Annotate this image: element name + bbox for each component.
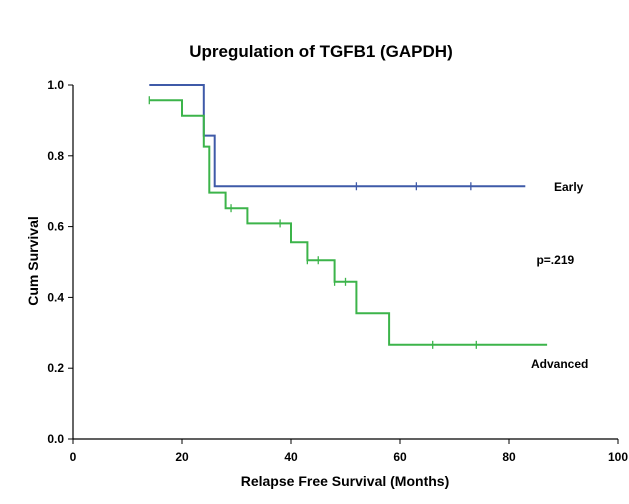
y-tick-label: 0.8	[47, 149, 64, 163]
y-axis-label: Cum Survival	[25, 216, 41, 305]
x-tick-label: 60	[393, 450, 407, 464]
series-label-advanced: Advanced	[531, 357, 588, 371]
chart-title: Upregulation of TGFB1 (GAPDH)	[189, 42, 452, 61]
y-tick-label: 0.6	[47, 220, 64, 234]
x-tick-label: 80	[502, 450, 516, 464]
series-line-advanced	[149, 99, 548, 346]
x-axis-label: Relapse Free Survival (Months)	[241, 473, 450, 489]
y-tick-label: 0.2	[47, 361, 64, 375]
series-label-early: Early	[554, 180, 584, 194]
ticks-layer: 0 20 40 60 80 100 0.0 0.2 0.4 0.6 0.8 1.0	[47, 78, 628, 464]
x-tick-label: 20	[175, 450, 189, 464]
p-value-annotation: p=.219	[536, 253, 574, 267]
series-line-early	[149, 84, 526, 188]
x-tick-label: 100	[608, 450, 628, 464]
x-tick-label: 40	[284, 450, 298, 464]
labels-layer: Early Advanced p=.219	[531, 180, 588, 371]
y-tick-label: 0.4	[47, 290, 64, 304]
y-tick-label: 0.0	[47, 432, 64, 446]
y-tick-label: 1.0	[47, 78, 64, 92]
series-layer	[148, 84, 548, 349]
x-tick-label: 0	[70, 450, 77, 464]
